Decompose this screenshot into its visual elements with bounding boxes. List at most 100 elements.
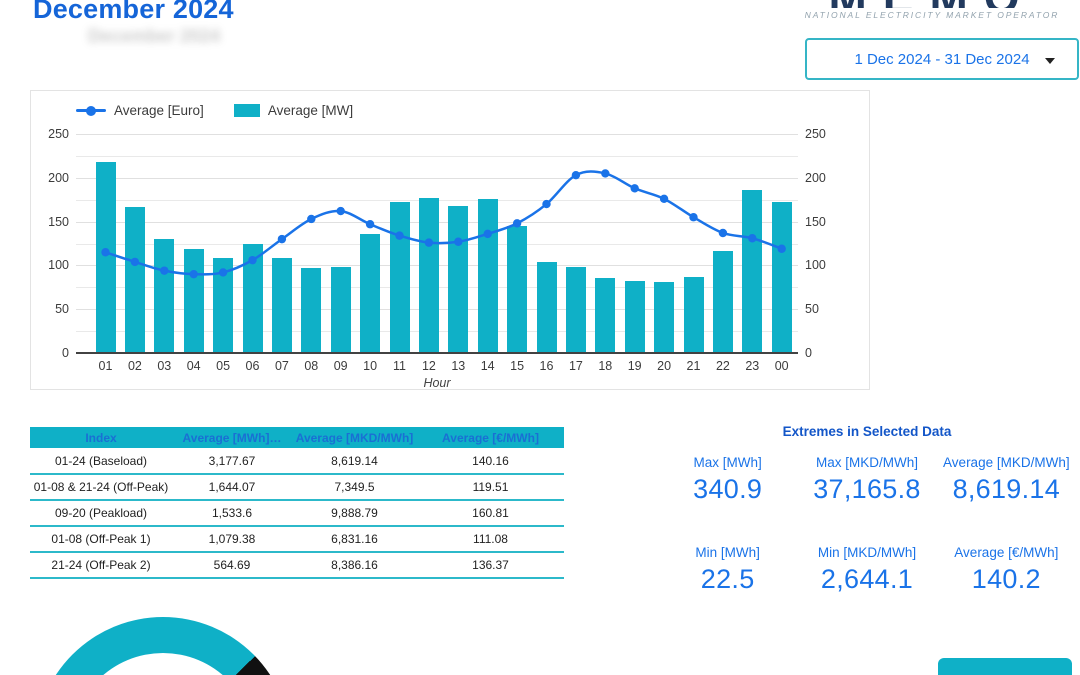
x-axis-tick: 09 bbox=[333, 359, 348, 373]
x-axis-title: Hour bbox=[423, 376, 451, 390]
stat-label: Average [€/MWh] bbox=[954, 545, 1059, 560]
bar-hour-11[interactable] bbox=[389, 202, 410, 353]
x-axis-tick: 05 bbox=[216, 359, 231, 373]
stat-value: 37,165.8 bbox=[813, 474, 921, 504]
index-summary-table: Index Average [MWh]… Average [MKD/MWh] Aver… bbox=[30, 427, 564, 579]
gridline bbox=[76, 177, 798, 179]
chart-legend: Average [Euro] Average [MW] bbox=[76, 103, 353, 118]
stat-min-mwh: Min [MWh] 22.5 bbox=[658, 545, 797, 595]
bar-hour-06[interactable] bbox=[242, 244, 263, 353]
bar-hour-18[interactable] bbox=[595, 277, 616, 353]
bar-hour-09[interactable] bbox=[330, 267, 351, 353]
x-axis-tick: 16 bbox=[539, 359, 554, 373]
bar-hour-19[interactable] bbox=[624, 281, 645, 353]
bar-hour-22[interactable] bbox=[712, 251, 733, 353]
table-header-cell: Index bbox=[30, 427, 172, 448]
table-row: 21-24 (Off-Peak 2) 564.69 8,386.16 136.37 bbox=[30, 552, 564, 579]
table-cell: 01-08 (Off-Peak 1) bbox=[30, 526, 172, 553]
x-axis-tick: 04 bbox=[186, 359, 201, 373]
stat-average-mkd-mwh: Average [MKD/MWh] 8,619.14 bbox=[937, 455, 1076, 505]
x-axis-tick: 11 bbox=[393, 359, 406, 373]
bar-hour-17[interactable] bbox=[565, 267, 586, 353]
date-range-selector[interactable]: 1 Dec 2024 - 31 Dec 2024 bbox=[805, 38, 1079, 80]
stat-max-mwh: Max [MWh] 340.9 bbox=[658, 455, 797, 505]
x-axis-tick: 03 bbox=[157, 359, 172, 373]
stat-label: Max [MWh] bbox=[693, 455, 762, 470]
table-cell: 8,386.16 bbox=[292, 552, 417, 579]
bar-hour-02[interactable] bbox=[124, 206, 145, 353]
x-axis-tick: 18 bbox=[598, 359, 613, 373]
bar-hour-15[interactable] bbox=[507, 225, 528, 353]
hourly-chart-card: Average [Euro] Average [MW] 0 0 50 50 100 100… bbox=[30, 90, 870, 390]
gridline bbox=[76, 155, 798, 157]
line-series-icon bbox=[76, 105, 106, 116]
memo-logo-icon: MEMO bbox=[798, 0, 1066, 8]
stat-label: Min [MKD/MWh] bbox=[817, 545, 917, 560]
bar-hour-16[interactable] bbox=[536, 261, 557, 353]
table-cell: 01-08 & 21-24 (Off-Peak) bbox=[30, 474, 172, 501]
logo-tagline: NATIONAL ELECTRICITY MARKET OPERATOR bbox=[804, 10, 1060, 20]
table-cell: 136.37 bbox=[417, 552, 564, 579]
x-axis-tick: 08 bbox=[304, 359, 319, 373]
x-axis-tick: 21 bbox=[686, 359, 701, 373]
y-axis-tick: 150 bbox=[48, 214, 69, 229]
y-axis-tick: 0 bbox=[62, 346, 69, 360]
bar-hour-20[interactable] bbox=[654, 282, 675, 353]
bar-hour-01[interactable] bbox=[95, 162, 116, 353]
y-axis-tick: 0 bbox=[805, 346, 812, 360]
legend-item-average-euro: Average [Euro] bbox=[76, 103, 204, 118]
y-axis-tick: 200 bbox=[48, 170, 69, 185]
table-cell: 119.51 bbox=[417, 474, 564, 501]
date-range-value: 1 Dec 2024 - 31 Dec 2024 bbox=[854, 50, 1030, 68]
table-cell: 21-24 (Off-Peak 2) bbox=[30, 552, 172, 579]
bar-hour-21[interactable] bbox=[683, 276, 704, 353]
stat-label: Average [MKD/MWh] bbox=[943, 455, 1070, 470]
x-axis-tick: 17 bbox=[568, 359, 583, 373]
y-axis-tick: 50 bbox=[55, 302, 69, 317]
table-cell: 140.16 bbox=[417, 448, 564, 475]
legend-label: Average [MW] bbox=[267, 103, 354, 118]
table-cell: 1,644.07 bbox=[172, 474, 292, 501]
bar-hour-03[interactable] bbox=[154, 239, 175, 353]
y-axis-tick: 150 bbox=[805, 214, 826, 229]
table-cell: 1,533.6 bbox=[172, 500, 292, 527]
x-axis-tick: 01 bbox=[98, 359, 113, 373]
table-cell: 09-20 (Peakload) bbox=[30, 500, 172, 527]
x-axis-tick: 13 bbox=[451, 359, 466, 373]
bar-hour-14[interactable] bbox=[477, 198, 498, 353]
table-header-row: Index Average [MWh]… Average [MKD/MWh] Aver… bbox=[30, 427, 564, 448]
table-header-cell: Average [MKD/MWh] bbox=[292, 427, 417, 448]
table-cell: 160.81 bbox=[417, 500, 564, 527]
table-row: 01-24 (Baseload) 3,177.67 8,619.14 140.16 bbox=[30, 448, 564, 475]
gridline bbox=[76, 134, 798, 135]
y-axis-tick: 100 bbox=[48, 258, 69, 273]
bar-hour-08[interactable] bbox=[301, 268, 322, 353]
legend-label: Average [Euro] bbox=[114, 103, 204, 118]
x-axis-tick: 14 bbox=[480, 359, 495, 373]
bar-hour-04[interactable] bbox=[183, 248, 204, 353]
table-row: 01-08 (Off-Peak 1) 1,079.38 6,831.16 111.08 bbox=[30, 526, 564, 553]
bar-hour-23[interactable] bbox=[742, 190, 763, 353]
stat-average-mwh: Average [€/MWh] 140.2 bbox=[937, 545, 1076, 595]
table-cell: 01-24 (Baseload) bbox=[30, 448, 172, 475]
bottom-action-button[interactable] bbox=[938, 658, 1072, 675]
x-axis-tick: 15 bbox=[510, 359, 525, 373]
legend-item-average-mw: Average [MW] bbox=[233, 103, 354, 118]
extremes-panel: Extremes in Selected Data Max [MWh] 340.9… bbox=[658, 424, 1076, 595]
memo-logo: MEMO NATIONAL ELECTRICITY MARKET OPERATO… bbox=[798, 0, 1066, 20]
x-axis-tick: 22 bbox=[715, 359, 730, 373]
bar-hour-07[interactable] bbox=[271, 257, 292, 353]
table-header-cell: Average [€/MWh] bbox=[417, 427, 564, 448]
bar-hour-05[interactable] bbox=[213, 258, 234, 353]
bar-hour-10[interactable] bbox=[360, 233, 381, 353]
page-title: December 2024 bbox=[33, 0, 234, 24]
x-axis-tick: 00 bbox=[774, 359, 789, 373]
bar-hour-13[interactable] bbox=[448, 205, 469, 353]
table-row: 01-08 & 21-24 (Off-Peak) 1,644.07 7,349.5 1… bbox=[30, 474, 564, 501]
bar-hour-12[interactable] bbox=[418, 197, 439, 353]
table-cell: 564.69 bbox=[172, 552, 292, 579]
bar-hour-00[interactable] bbox=[771, 202, 792, 353]
x-axis-tick: 23 bbox=[745, 359, 760, 373]
donut-chart bbox=[35, 617, 291, 675]
stat-value: 8,619.14 bbox=[952, 474, 1061, 504]
